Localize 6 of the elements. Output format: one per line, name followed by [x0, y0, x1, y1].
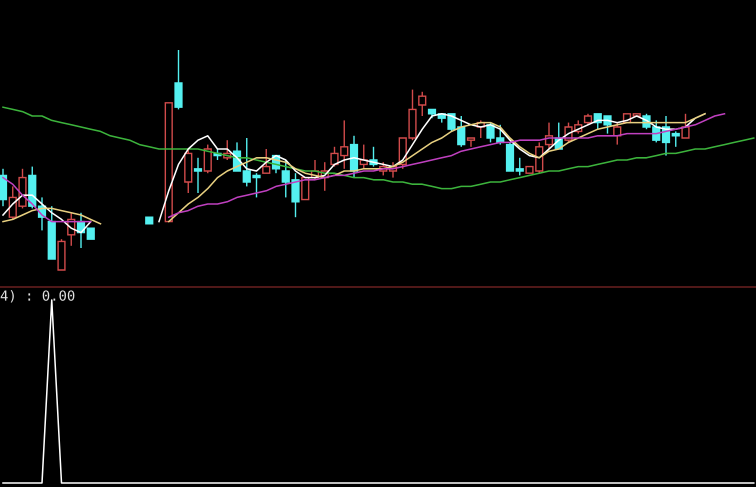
- candlestick: [262, 148, 270, 174]
- candlestick: [584, 113, 592, 126]
- annotation: 4) : 0.00: [0, 290, 74, 302]
- candlestick: [418, 91, 426, 117]
- candlestick: [194, 157, 202, 194]
- candlestick: [204, 144, 212, 174]
